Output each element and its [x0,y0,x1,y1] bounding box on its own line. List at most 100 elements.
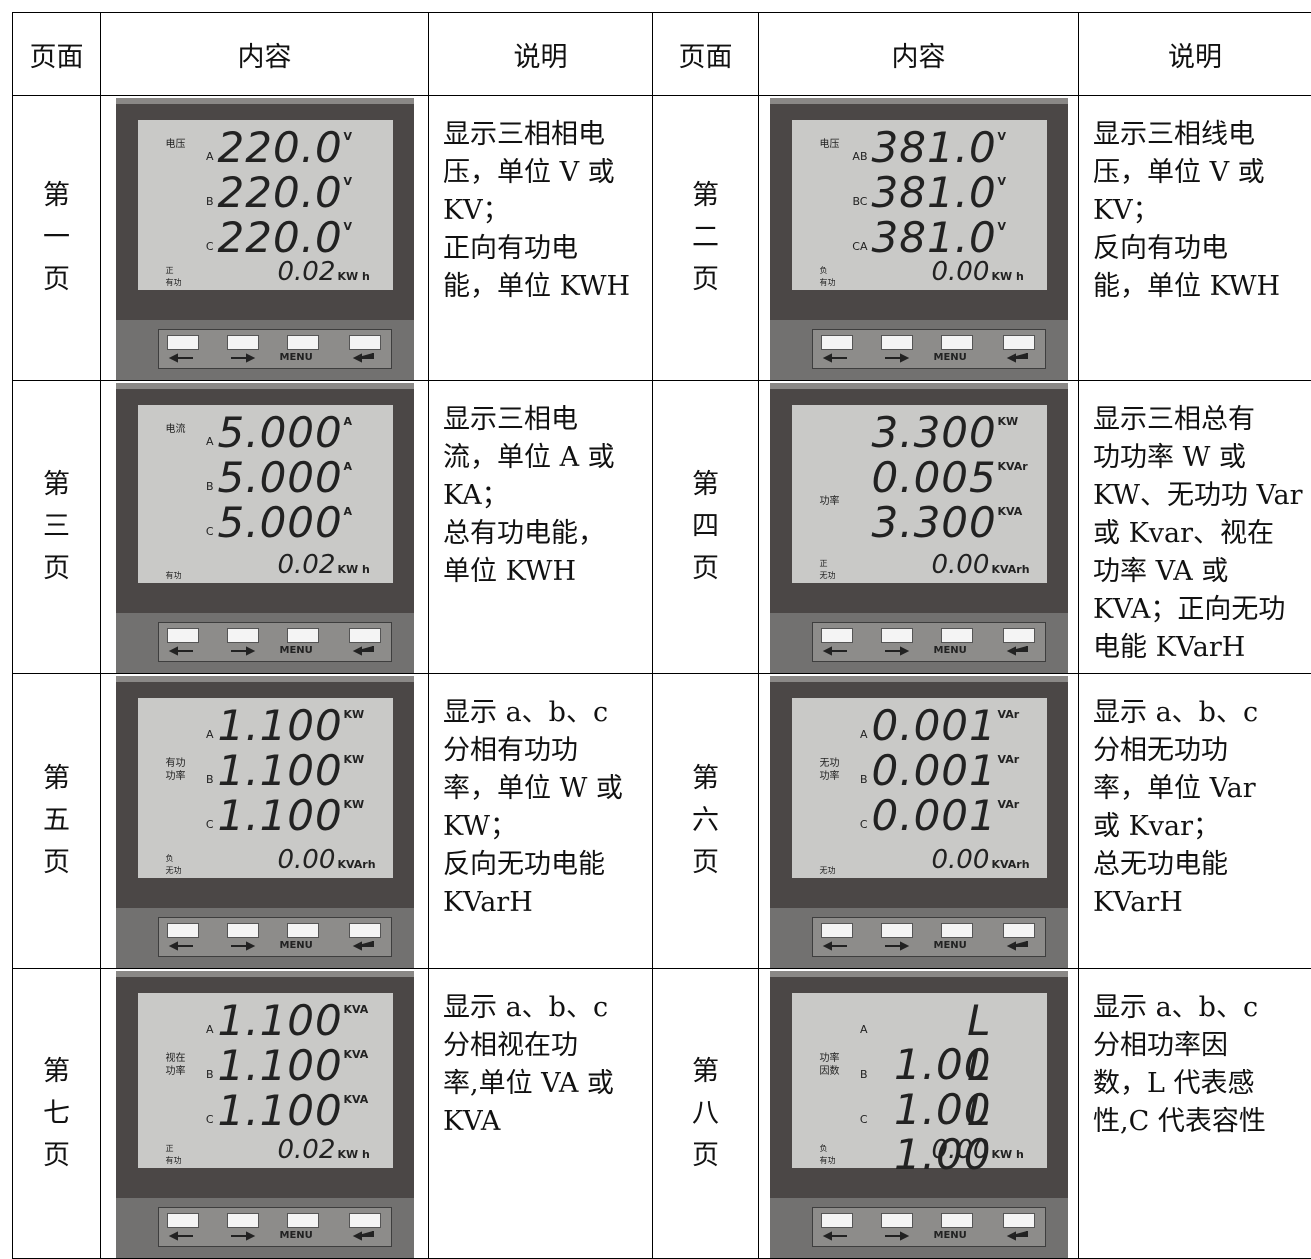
meter-top [116,383,414,389]
lcd-value: 5.000 [218,501,338,545]
page-name-char: 四 [653,506,758,548]
description-line: KVarH [1093,884,1307,922]
lcd-unit: KVA [344,1003,369,1016]
page-name-char: 五 [13,800,100,842]
page-name-char: 八 [653,1093,758,1135]
lcd-value: 381.0 [872,126,992,170]
page-cell: 第一页 [13,96,101,381]
header-cell: 说明 [429,13,653,96]
energy-value: 0.02 [278,258,336,286]
button-panel: MENU [158,1207,392,1247]
phase-label: AB [840,150,868,163]
lcd-unit: KW [998,415,1019,428]
description-line: 电能 KVarH [1093,629,1307,667]
description-line: 显示 a、b、c [443,989,648,1027]
arrow-icons [159,623,391,661]
phase-label: B [840,773,868,786]
button-strip: MENU [116,908,414,968]
description-line: 总有功电能， [443,515,648,553]
energy-label: 有功 [166,276,182,289]
button-strip: MENU [116,1198,414,1258]
description-line: 功功率 W 或 [1093,439,1307,477]
lcd-label: 电压 [820,138,840,151]
page-name-char: 第 [653,1051,758,1093]
phase-label: B [186,773,214,786]
description-line: 显示 a、b、c [1093,694,1307,732]
lcd-unit: VAr [998,708,1020,721]
description-line: 能，单位 KWH [1093,268,1307,306]
page-name-char: 七 [13,1093,100,1135]
lcd-unit: V [344,220,353,233]
button-strip: MENU [770,320,1068,380]
lcd-label: 功率 [166,770,186,783]
lcd-unit: A [344,505,353,518]
phase-label: CA [840,240,868,253]
description-line: 显示 a、b、c [443,694,648,732]
description-line: 分相功率因 [1093,1027,1307,1065]
page-cell: 第四页 [653,381,759,674]
arrow-icons [813,330,1045,368]
description-line: 显示三相线电 [1093,116,1307,154]
phase-label: C [186,240,214,253]
button-strip: MENU [116,613,414,673]
lcd-value: 5.000 [218,411,338,455]
phase-label: A [186,435,214,448]
description-line: 单位 KWH [443,553,648,591]
energy-unit: KW h [992,1148,1024,1161]
description-line: 压，单位 V 或 [443,154,648,192]
arrow-icons [813,1208,1045,1246]
energy-label: 有功 [166,569,182,582]
description-line: 压，单位 V 或 [1093,154,1307,192]
description-line: 性,C 代表容性 [1093,1103,1307,1141]
description-line: 数，L 代表感 [1093,1065,1307,1103]
lcd-label: 功率 [166,1065,186,1078]
page-name-char: 页 [13,548,100,590]
phase-label: C [186,525,214,538]
energy-unit: KVArh [992,858,1030,871]
lcd-label: 电流 [166,423,186,436]
page-name-char: 第 [13,1051,100,1093]
lcd-label: 功率 [820,1052,840,1065]
description-line: 反向无功电能 [443,846,648,884]
description-line: 分相视在功 [443,1027,648,1065]
energy-value: 0.00 [932,846,990,874]
lcd-label: 因数 [820,1065,840,1078]
energy-label: 有功 [820,276,836,289]
energy-unit: KW h [338,1148,370,1161]
page-name-char: 页 [13,1135,100,1177]
description-line: KVA [443,1103,648,1141]
page-name-char: 第 [653,758,758,800]
description-line: 率，单位 Var [1093,770,1307,808]
page-name-char: 一 [13,217,100,259]
description-line: 或 Kvar； [1093,808,1307,846]
description-line: 正向有功电 [443,230,648,268]
description-line: 率，单位 W 或 [443,770,648,808]
page-name-char: 第 [13,464,100,506]
page-name-char: 第 [653,464,758,506]
meter-top [116,676,414,682]
phase-label: A [840,728,868,741]
description-line: 总无功电能 [1093,846,1307,884]
description-line: 显示三相总有 [1093,401,1307,439]
page-name-char: 六 [653,800,758,842]
page-cell: 第八页 [653,969,759,1259]
phase-label: A [186,150,214,163]
arrow-icons [159,330,391,368]
button-panel: MENU [158,329,392,369]
lcd-value: 1.100 [218,749,338,793]
